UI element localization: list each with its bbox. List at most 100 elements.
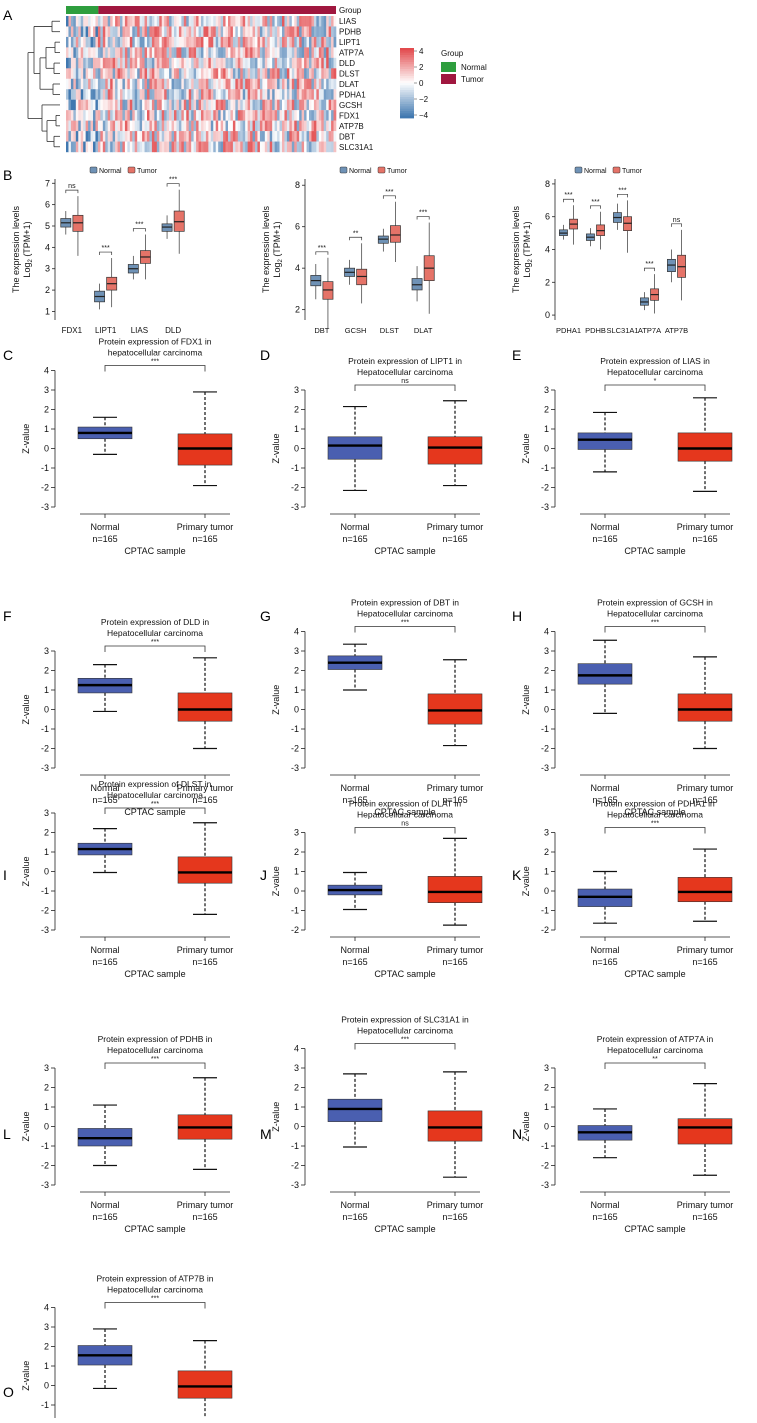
color-scale-label: −2 — [419, 95, 429, 104]
heatmap-cell — [267, 57, 271, 69]
significance-label: *** — [651, 821, 659, 828]
heatmap-cell — [245, 120, 248, 132]
heatmap-cell — [291, 141, 295, 153]
heatmap-cell — [120, 16, 123, 27]
heatmap-cell — [333, 68, 337, 79]
heatmap-cell — [181, 141, 185, 153]
heatmap-cell — [316, 131, 320, 142]
heatmap-cell — [196, 99, 199, 111]
heatmap-cell — [193, 47, 197, 59]
heatmap-cell — [93, 141, 96, 153]
heatmap-cell — [70, 68, 74, 79]
heatmap-cell — [225, 89, 229, 100]
heatmap-cell — [115, 99, 118, 111]
x-count-label: n=165 — [92, 957, 117, 967]
legend-swatch-normal — [89, 166, 98, 174]
heatmap-cell — [176, 36, 180, 48]
heatmap-cell — [267, 47, 271, 59]
heatmap-cell — [250, 36, 253, 48]
heatmap-cell — [242, 57, 246, 69]
heatmap-cell — [218, 120, 221, 132]
heatmap-cell — [188, 110, 192, 121]
heatmap-cell — [97, 141, 101, 153]
heatmap-cell — [321, 110, 325, 121]
panel-label-n: N — [512, 1126, 522, 1142]
heatmap-cell — [210, 16, 214, 27]
heatmap-cell — [127, 99, 131, 111]
heatmap-cell — [326, 57, 329, 69]
heatmap-cell — [166, 16, 170, 27]
heatmap-cell — [110, 26, 113, 38]
heatmap-cell — [171, 57, 175, 69]
heatmap-cell — [247, 36, 251, 48]
significance-bracket — [104, 1302, 206, 1309]
heatmap-cell — [164, 78, 167, 90]
heatmap-cell — [129, 16, 133, 27]
heatmap-cell — [277, 141, 280, 153]
heatmap-cell — [112, 26, 116, 38]
heatmap-cell — [299, 47, 302, 59]
heatmap-cell — [149, 99, 153, 111]
heatmap-cell — [306, 120, 310, 132]
box-tumor — [427, 1110, 483, 1142]
y-axis-title: Z-value — [21, 856, 31, 886]
heatmap-cell — [328, 120, 332, 132]
x-axis-title: CPTAC sample — [374, 1224, 435, 1234]
heatmap-cell — [333, 78, 337, 90]
heatmap-cell — [306, 89, 310, 100]
color-scale-step — [400, 104, 414, 107]
heatmap-cell — [93, 131, 96, 142]
heatmap-cell — [198, 26, 202, 38]
heatmap-cell — [188, 36, 192, 48]
heatmap-cell — [279, 120, 283, 132]
heatmap-cell — [120, 78, 123, 90]
significance-bracket — [644, 267, 655, 272]
chart-title-line2: Hepatocellular carcinoma — [107, 1045, 203, 1055]
heatmap-cell — [235, 110, 239, 121]
heatmap-cell — [274, 57, 278, 69]
heatmap-cell — [277, 120, 280, 132]
heatmap-cell — [242, 16, 246, 27]
heatmap-cell — [313, 68, 317, 79]
heatmap-cell — [272, 141, 275, 153]
heatmap-cell — [193, 68, 197, 79]
heatmap-cell — [191, 26, 194, 38]
heatmap-cell — [70, 26, 74, 38]
x-category-label: Normal — [590, 522, 619, 532]
x-category-label: Primary tumor — [177, 1200, 234, 1210]
heatmap-cell — [267, 110, 271, 121]
heatmap-cell — [174, 57, 177, 69]
heatmap-cell — [117, 131, 121, 142]
heatmap-cell — [169, 89, 172, 100]
heatmap-cell — [205, 16, 209, 27]
heatmap-cell — [193, 99, 197, 111]
heatmap-cell — [203, 26, 207, 38]
heatmap-cell — [70, 36, 74, 48]
color-scale-label: 4 — [419, 47, 424, 56]
heatmap-cell — [112, 16, 116, 27]
heatmap-cell — [284, 141, 288, 153]
heatmap-cell — [164, 141, 167, 153]
heatmap-cell — [323, 99, 327, 111]
color-scale-step — [400, 64, 414, 68]
heatmap-cell — [132, 57, 136, 69]
heatmap-cell — [120, 131, 123, 142]
heatmap-cell — [296, 89, 300, 100]
heatmap-cell — [291, 110, 295, 121]
heatmap-cell — [257, 16, 261, 27]
significance-bracket — [617, 193, 628, 198]
heatmap-cell — [299, 26, 302, 38]
heatmap-cell — [70, 57, 74, 69]
heatmap-cell — [225, 141, 229, 153]
heatmap-cell — [205, 110, 209, 121]
x-tick-label: PDHB — [585, 326, 606, 335]
heatmap-cell — [228, 57, 231, 69]
heatmap-cell — [294, 36, 298, 48]
heatmap-cell — [196, 36, 199, 48]
heatmap-cell — [277, 68, 280, 79]
heatmap-cell — [252, 120, 256, 132]
heatmap-cell — [137, 68, 140, 79]
heatmap-cell — [250, 141, 253, 153]
x-tick-label: DLAT — [414, 326, 433, 335]
heatmap-cell — [262, 141, 266, 153]
